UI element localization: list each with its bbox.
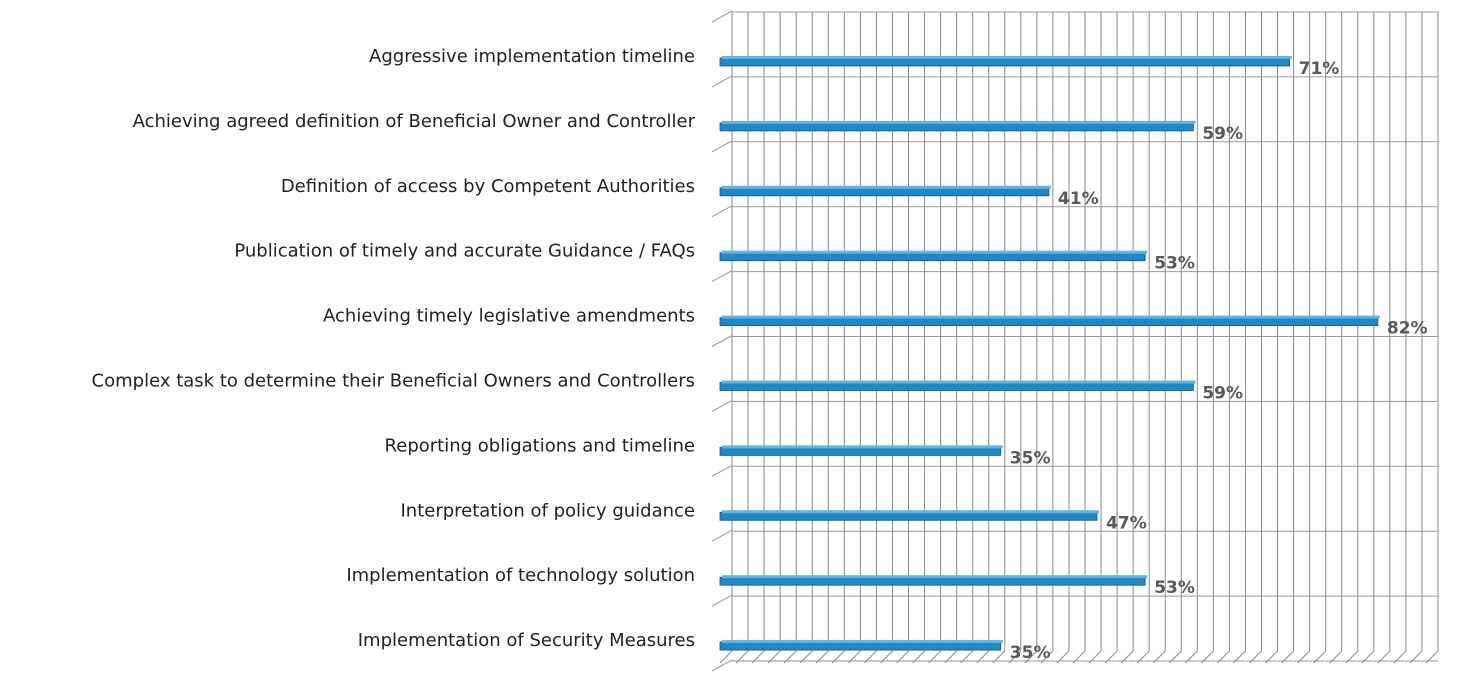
wall-tick [711,140,733,153]
bar-top [722,445,1003,449]
category-label: Implementation of technology solution [346,565,695,586]
floor-line [1008,650,1022,664]
floor-line [1233,650,1246,664]
floor-line [1409,650,1423,664]
wall-tick [711,335,733,347]
value-label: 53% [1154,578,1195,598]
floor-line [928,650,941,664]
floor-line [1024,650,1038,664]
wall-tick [711,399,733,412]
category-label: Achieving agreed definition of Beneficia… [133,111,696,132]
floor-line [992,650,1006,664]
floor-line [1088,650,1102,664]
floor-line [1281,650,1294,664]
bar-top [722,315,1380,319]
value-label: 53% [1154,254,1195,274]
floor-line [1040,650,1054,664]
floor-line [719,650,733,664]
floor-line [1168,650,1182,664]
floor-line [1136,650,1150,664]
floor-line [1104,650,1118,664]
bar [719,317,1379,327]
value-label: 71% [1299,59,1340,79]
floor-line [1313,650,1327,664]
floor-line [976,650,990,664]
floor-line [1249,650,1262,664]
floor-line [767,650,781,664]
wall-tick [711,205,733,218]
category-label: Implementation of Security Measures [358,630,695,651]
bar-top [722,185,1051,189]
floor-line [912,650,925,664]
floor-line [815,650,829,664]
floor-line [783,650,797,664]
bar [719,382,1194,391]
floor-line [1152,650,1166,664]
floor-line [799,650,813,664]
category-label: Publication of timely and accurate Guida… [234,241,695,262]
wall-tick [711,270,733,283]
floor-line [1361,650,1375,664]
floor-line [751,650,765,664]
bar [719,252,1146,262]
bar-top [722,250,1148,254]
floor-line [1329,650,1343,664]
value-label: 59% [1202,124,1243,144]
floor-line [1265,650,1278,664]
floor-line [864,650,877,664]
floor-line [944,650,957,664]
wall-tick [711,464,733,477]
bar-top [722,575,1148,579]
floor-line [1201,650,1214,664]
floor-line [1425,650,1439,664]
floor-line [831,650,845,664]
category-label: Aggressive implementation timeline [369,46,695,67]
floor-line [960,650,974,664]
floor-line [848,650,861,664]
floor-line [1056,650,1070,664]
floor-line [1217,650,1230,664]
floor-line [1184,650,1198,664]
floor-line [1072,650,1086,664]
bar-top [722,510,1100,514]
bar-top [722,56,1292,59]
category-label: Complex task to determine their Benefici… [92,371,695,392]
bar [719,187,1050,197]
bar [719,511,1098,521]
category-label: Achieving timely legislative amendments [323,306,695,327]
value-label: 82% [1387,319,1428,339]
wall-tick [711,594,733,607]
wall-tick [711,75,733,88]
value-label: 59% [1202,384,1243,404]
floor-line [880,650,893,664]
floor-line [1120,650,1134,664]
bar [719,122,1194,132]
wall-tick [711,10,733,23]
value-label: 35% [1010,448,1051,468]
wall-tick [711,529,733,542]
value-label: 35% [1010,643,1051,663]
value-label: 47% [1106,513,1147,533]
floor-line [1377,650,1391,664]
category-label: Definition of access by Competent Author… [281,176,695,197]
bar [719,576,1146,586]
bar-top [722,380,1196,384]
bar [719,57,1291,67]
floor-line [896,650,909,664]
floor-line [1393,650,1407,664]
bar [719,641,1002,651]
wall-tick [711,659,733,672]
bar-top [722,640,1003,644]
floor-line [1297,650,1310,664]
floor-line [1345,650,1359,664]
bar-top [722,120,1196,124]
category-label: Reporting obligations and timeline [385,435,695,456]
bar [719,446,1002,456]
value-label: 41% [1058,189,1099,209]
floor-line [735,650,749,664]
category-label: Interpretation of policy guidance [401,500,696,521]
